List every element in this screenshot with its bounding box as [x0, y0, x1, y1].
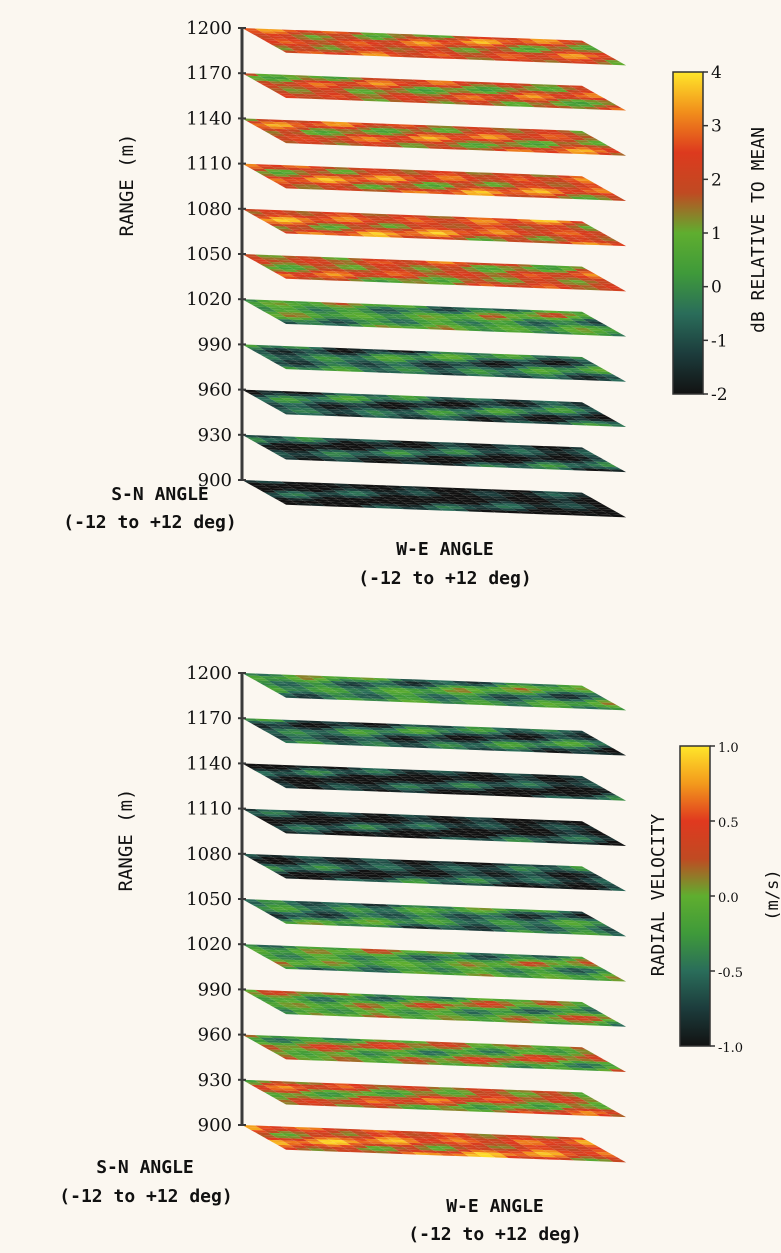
range-axis-label: RANGE (m) [115, 789, 137, 892]
range-slice-1170 [242, 718, 627, 756]
colorbar-tick-0.5: 0.5 [718, 816, 739, 831]
range-slice-1080 [242, 853, 627, 892]
colorbar-label: dB RELATIVE TO MEAN [748, 127, 769, 333]
range-tick-labels: 1200 1170 1140 1110 1080 1050 1020 990 960 930 900 [186, 663, 246, 1136]
colorbar-label: RADIAL VELOCITY [648, 814, 669, 977]
range-tick-1110: 1110 [186, 154, 232, 175]
range-slice-1050 [242, 254, 627, 292]
range-tick-1170: 1170 [186, 708, 232, 729]
we-angle-range-label: (-12 to +12 deg) [408, 1224, 581, 1245]
colorbar-tick-2: 2 [711, 170, 722, 190]
colorbar-unit: (m/s) [763, 869, 781, 920]
colorbar-tick--1.0: -1.0 [718, 1041, 743, 1056]
range-tick-900: 900 [198, 1115, 232, 1136]
range-tick-1200: 1200 [186, 18, 232, 39]
colorbar-fill [672, 71, 704, 395]
colorbar-tick-3: 3 [711, 117, 722, 137]
sn-angle-label: S-N ANGLE [111, 484, 209, 505]
range-tick-990: 990 [198, 979, 232, 1000]
reflectivity-slices [242, 28, 627, 518]
range-tick-1200: 1200 [186, 663, 232, 684]
velocity-slices [242, 673, 627, 1163]
sn-angle-range-label: (-12 to +12 deg) [59, 1186, 232, 1207]
colorbar-fill [679, 745, 711, 1047]
range-tick-960: 960 [198, 1025, 232, 1046]
range-tick-1020: 1020 [186, 289, 232, 310]
range-tick-1080: 1080 [186, 844, 232, 865]
range-tick-990: 990 [198, 334, 232, 355]
range-tick-1170: 1170 [186, 63, 232, 84]
range-slice-1020 [242, 944, 627, 982]
reflectivity-colorbar: 4 3 2 1 0 -1 -2 dB RELATIVE TO MEAN [672, 63, 769, 405]
range-slice-900 [242, 1125, 627, 1163]
range-tick-1140: 1140 [186, 753, 232, 774]
we-angle-range-label: (-12 to +12 deg) [358, 568, 531, 589]
range-slice-960 [242, 389, 627, 427]
range-slice-960 [242, 1034, 627, 1072]
colorbar-tick-labels: 4 3 2 1 0 -1 -2 [703, 63, 728, 405]
range-slice-930 [242, 434, 627, 473]
colorbar-tick-labels: 1.0 0.5 0.0 -0.5 -1.0 [710, 741, 743, 1056]
range-tick-900: 900 [198, 470, 232, 491]
colorbar-tick-4: 4 [711, 63, 722, 83]
range-tick-1140: 1140 [186, 108, 232, 129]
range-slice-1170 [242, 73, 627, 111]
range-slice-1050 [242, 899, 627, 937]
range-slice-930 [242, 1079, 627, 1118]
range-axis-label: RANGE (m) [116, 134, 138, 237]
range-tick-1020: 1020 [186, 934, 232, 955]
range-slice-990 [242, 344, 627, 382]
colorbar-tick--0.5: -0.5 [718, 966, 743, 981]
range-tick-1110: 1110 [186, 799, 232, 820]
range-slice-990 [242, 989, 627, 1027]
velocity-panel: 1200 1170 1140 1110 1080 1050 1020 990 960 930 900… [59, 663, 781, 1245]
range-slice-1020 [242, 299, 627, 337]
range-tick-labels: 1200 1170 1140 1110 1080 1050 1020 990 960 930 900 [186, 18, 246, 491]
colorbar-tick-0: 0 [711, 278, 722, 298]
range-slice-1200 [242, 673, 627, 711]
sn-angle-range-label: (-12 to +12 deg) [63, 512, 236, 533]
range-slice-1080 [242, 208, 627, 247]
range-tick-960: 960 [198, 380, 232, 401]
range-slice-900 [242, 480, 627, 518]
range-tick-1080: 1080 [186, 199, 232, 220]
colorbar-tick--2: -2 [711, 385, 728, 405]
colorbar-tick-1: 1 [711, 224, 722, 244]
range-slice-1140 [242, 763, 627, 801]
range-tick-1050: 1050 [186, 244, 232, 265]
reflectivity-panel: 1200 1170 1140 1110 1080 1050 1020 990 960 930 900… [63, 18, 769, 589]
range-tick-930: 930 [198, 1070, 232, 1091]
sn-angle-label: S-N ANGLE [96, 1157, 194, 1178]
range-slice-1110 [242, 808, 627, 846]
range-tick-930: 930 [198, 425, 232, 446]
colorbar-tick-1.0: 1.0 [718, 741, 739, 756]
range-slice-1110 [242, 163, 627, 201]
colorbar-tick-0.0: 0.0 [718, 891, 739, 906]
velocity-colorbar: 1.0 0.5 0.0 -0.5 -1.0 RADIAL VELOCITY (m/s) [648, 741, 781, 1056]
we-angle-label: W-E ANGLE [396, 539, 494, 560]
range-slice-1200 [242, 28, 627, 66]
range-tick-1050: 1050 [186, 889, 232, 910]
range-slice-1140 [242, 118, 627, 156]
we-angle-label: W-E ANGLE [446, 1196, 544, 1217]
colorbar-tick--1: -1 [711, 331, 728, 351]
